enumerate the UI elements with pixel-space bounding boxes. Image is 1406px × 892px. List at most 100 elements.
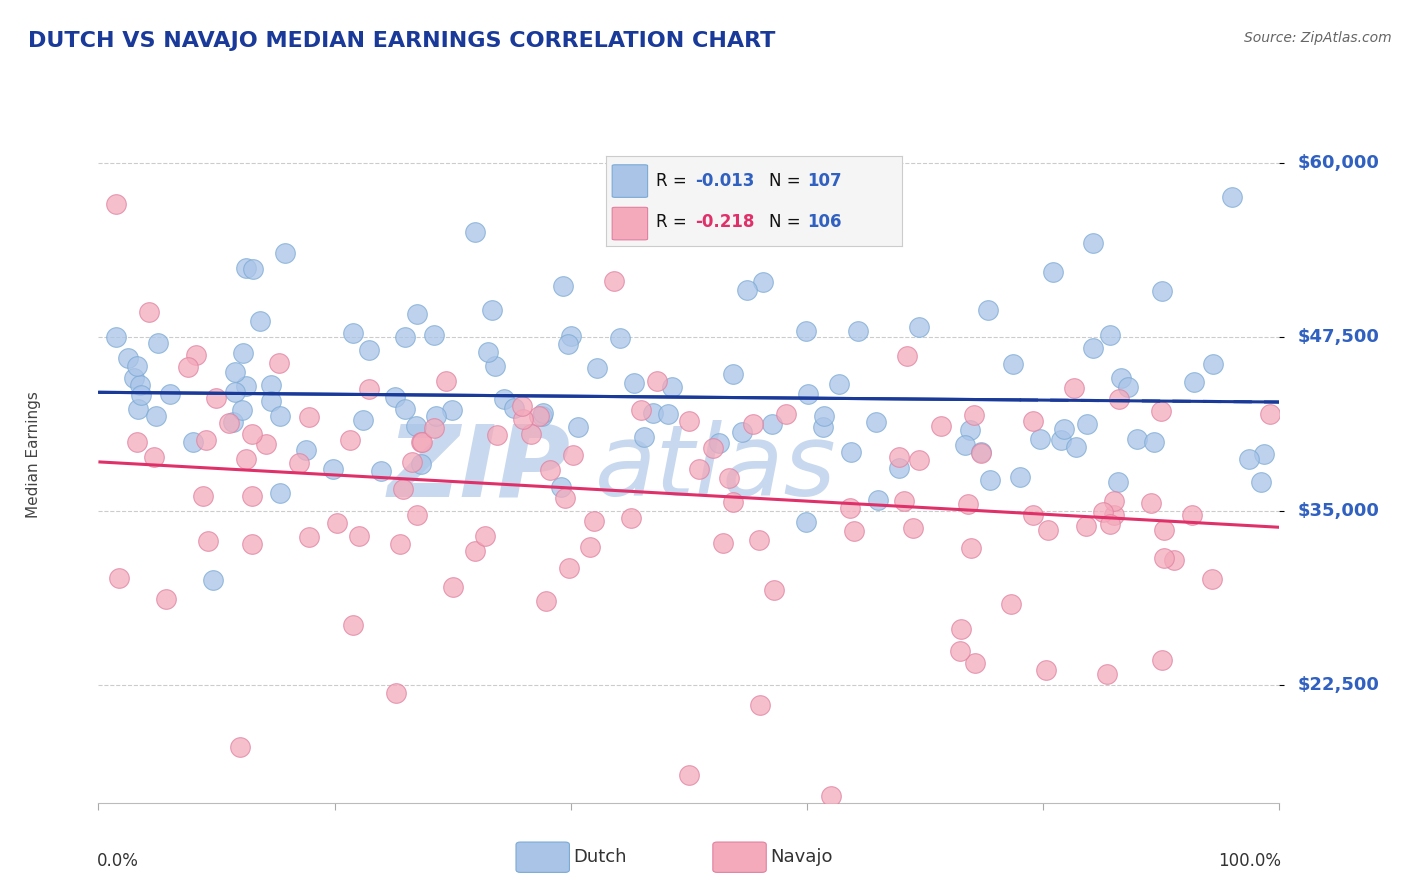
Point [1074, 519, 1097, 533]
Point [326, 516, 349, 530]
Point [1104, 493, 1126, 508]
Point [609, 331, 631, 345]
Point [122, 371, 145, 385]
Point [1237, 451, 1260, 466]
Point [557, 336, 579, 351]
Point [645, 374, 668, 388]
Point [1022, 508, 1045, 523]
Point [406, 307, 429, 321]
Point [643, 406, 665, 420]
Text: 0.0%: 0.0% [97, 852, 139, 870]
Point [138, 305, 160, 319]
Point [949, 644, 972, 658]
Point [530, 409, 553, 423]
Point [553, 278, 575, 293]
Point [143, 450, 166, 464]
Point [405, 419, 427, 434]
Point [1153, 523, 1175, 537]
Point [977, 302, 1000, 317]
Text: DUTCH VS NAVAJO MEDIAN EARNINGS CORRELATION CHART: DUTCH VS NAVAJO MEDIAN EARNINGS CORRELAT… [28, 31, 776, 51]
Point [839, 501, 862, 516]
Point [1002, 357, 1025, 371]
Point [630, 403, 652, 417]
Point [1253, 447, 1275, 461]
Point [477, 345, 499, 359]
Point [269, 486, 291, 500]
Point [298, 530, 321, 544]
Point [411, 434, 433, 449]
Point [567, 419, 589, 434]
Point [254, 437, 277, 451]
Point [1050, 433, 1073, 447]
Point [108, 570, 131, 584]
Point [342, 326, 364, 340]
Point [242, 536, 264, 550]
Point [298, 410, 321, 425]
Point [735, 283, 758, 297]
Point [811, 420, 834, 434]
Point [711, 536, 734, 550]
Point [794, 515, 817, 529]
Point [512, 399, 534, 413]
Text: 106: 106 [807, 213, 842, 231]
Point [1081, 235, 1104, 250]
Point [775, 407, 797, 421]
Point [762, 582, 785, 597]
Point [269, 356, 291, 370]
Point [148, 335, 170, 350]
Point [159, 387, 181, 401]
Point [1258, 407, 1281, 421]
Point [554, 491, 576, 506]
Point [633, 430, 655, 444]
Point [260, 394, 283, 409]
Point [1008, 470, 1031, 484]
Text: -0.013: -0.013 [695, 171, 754, 190]
Point [322, 462, 344, 476]
Point [205, 391, 228, 405]
Point [389, 536, 412, 550]
Point [721, 495, 744, 509]
Point [678, 414, 700, 428]
Point [359, 382, 381, 396]
Point [1095, 666, 1118, 681]
Point [828, 377, 851, 392]
Point [1140, 496, 1163, 510]
Point [702, 441, 724, 455]
Point [742, 417, 765, 431]
Point [1250, 475, 1272, 489]
Point [970, 445, 993, 459]
Point [339, 433, 361, 447]
Point [218, 416, 240, 430]
Point [1108, 392, 1130, 406]
Text: 107: 107 [807, 171, 842, 190]
Point [960, 541, 983, 556]
Point [464, 225, 486, 239]
Point [550, 480, 572, 494]
Point [717, 471, 740, 485]
Point [512, 412, 534, 426]
Point [963, 408, 986, 422]
Point [620, 511, 643, 525]
Text: 100.0%: 100.0% [1218, 852, 1281, 870]
Point [1029, 432, 1052, 446]
Point [531, 406, 554, 420]
Point [242, 262, 264, 277]
Point [229, 740, 252, 755]
Point [235, 379, 257, 393]
Point [965, 656, 987, 670]
Point [105, 329, 128, 343]
Point [409, 457, 432, 471]
Point [1053, 422, 1076, 436]
Point [1150, 403, 1173, 417]
Point [1150, 653, 1173, 667]
Point [887, 460, 910, 475]
Text: R =: R = [657, 213, 693, 231]
Point [1220, 190, 1243, 204]
Text: -0.218: -0.218 [695, 213, 754, 231]
Point [352, 413, 374, 427]
Point [422, 421, 444, 435]
Point [893, 494, 915, 508]
Point [1036, 523, 1059, 537]
Point [959, 423, 981, 437]
Point [370, 464, 392, 478]
